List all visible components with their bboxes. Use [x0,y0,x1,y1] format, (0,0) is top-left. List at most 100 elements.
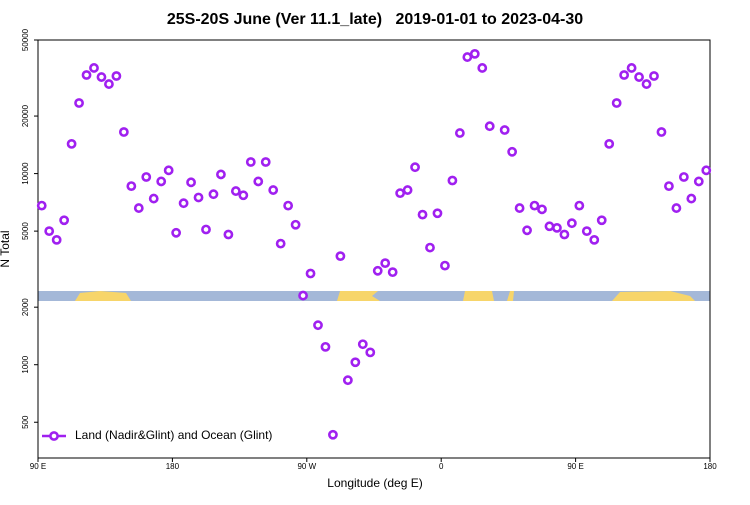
point [81,70,92,80]
point [581,226,592,237]
point [66,139,77,149]
point [559,229,570,240]
y-axis-label: N Total [0,230,12,267]
point [365,347,376,358]
point [328,429,338,440]
point [223,229,234,240]
point [529,200,540,211]
point [350,357,361,368]
point [89,63,99,73]
point [313,320,323,331]
point [701,165,712,176]
plot-frame [37,39,711,459]
x-axis-label: Longitude (deg E) [327,476,422,490]
y-tick-label: 2000 [21,298,30,316]
point [574,200,585,211]
point [305,268,316,279]
point [664,181,674,192]
point [96,72,107,82]
legend-label: Land (Nadir&Glint) and Ocean (Glint) [75,428,272,442]
point [514,203,525,213]
point [522,225,532,236]
point [432,208,443,219]
point [387,267,398,278]
point [186,177,196,188]
x-tick-label: 90 E [30,462,46,471]
point [44,226,55,237]
point [193,192,204,203]
y-tick-label: 500 [21,415,30,429]
point [357,339,368,350]
y-tick-label: 10000 [21,162,30,185]
point [320,341,331,352]
point [469,48,480,59]
point [641,79,652,89]
point [537,204,547,215]
point [216,169,226,180]
point [671,203,682,213]
point [253,176,264,187]
point [626,63,637,73]
y-tick-label: 1000 [21,355,30,373]
point [693,176,704,187]
point [454,128,465,138]
x-tick-label: 0 [439,462,444,471]
point [171,227,182,238]
point [290,219,301,230]
point [402,185,413,195]
x-tick-label: 180 [703,462,717,471]
point [619,70,630,80]
point [51,234,62,245]
point [178,198,189,209]
point [141,172,152,182]
point [111,71,122,81]
point [440,260,450,271]
point [552,222,562,233]
point [163,165,174,176]
point [649,71,659,81]
point [36,200,47,211]
x-tick-label: 90 W [297,462,316,471]
point [59,215,70,226]
point [372,265,383,276]
point [484,121,495,132]
point [201,224,211,235]
point [104,79,114,89]
x-tick-label: 180 [166,462,180,471]
point [133,203,144,213]
point [656,127,667,137]
point [686,193,697,204]
point [275,238,286,249]
point [208,189,219,200]
point [410,162,420,173]
point [634,72,644,82]
point [245,157,256,167]
point [126,181,137,192]
point [74,98,84,108]
point [395,188,406,199]
point [335,251,346,262]
point [544,221,555,232]
point [462,52,473,62]
point [447,175,458,186]
point [425,242,435,253]
point [499,125,510,135]
point [380,258,391,269]
land-segments [75,291,695,301]
y-tick-label: 20000 [21,104,30,127]
point [678,172,689,182]
point [596,215,607,226]
point [298,290,308,301]
point [566,218,577,229]
y-tick-label: 5000 [21,222,30,240]
legend-marker [49,431,59,441]
point [230,186,241,196]
point [283,200,294,211]
point [118,127,129,137]
x-tick-label: 90 E [567,462,583,471]
point [260,157,271,167]
point [156,176,167,187]
point [417,209,428,220]
chart-title: 25S-20S June (Ver 11.1_late) 2019-01-01 … [167,11,583,28]
